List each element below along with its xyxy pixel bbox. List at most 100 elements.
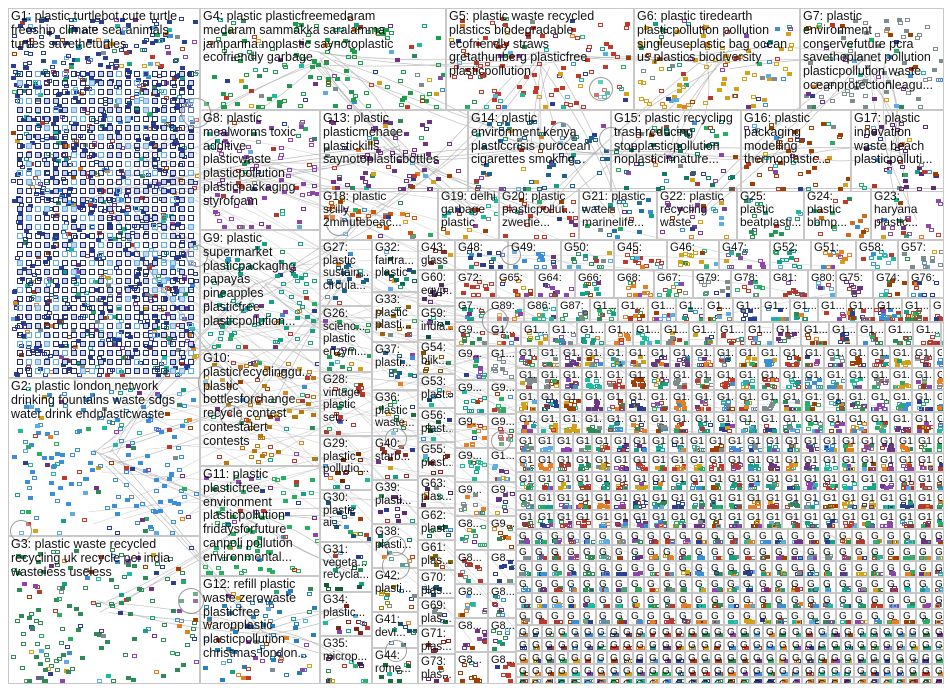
- graph-node: [12, 52, 17, 56]
- graph-node: [161, 152, 167, 158]
- graph-node: [107, 152, 113, 158]
- graph-node: [170, 143, 176, 149]
- graph-node: [143, 71, 149, 77]
- graph-node: [62, 152, 68, 158]
- graph-node: [125, 89, 131, 95]
- graph-node: [116, 98, 122, 104]
- graph-node: [103, 56, 108, 60]
- graph-node: [143, 134, 149, 140]
- graph-node: [35, 116, 41, 122]
- graph-node: [62, 116, 68, 122]
- graph-node: [89, 170, 95, 176]
- graph-node: [17, 98, 23, 104]
- graph-node: [26, 134, 32, 140]
- graph-node: [161, 80, 167, 86]
- graph-node: [71, 107, 77, 113]
- graph-node: [134, 161, 140, 167]
- graph-node: [69, 65, 74, 69]
- graph-node: [62, 98, 68, 104]
- graph-node: [17, 134, 23, 140]
- graph-node: [170, 116, 176, 122]
- graph-node: [152, 80, 158, 86]
- graph-node: [35, 125, 41, 131]
- graph-node: [194, 279, 199, 283]
- graph-node: [44, 134, 50, 140]
- graph-node: [26, 161, 32, 167]
- graph-node: [53, 143, 59, 149]
- graph-node: [125, 170, 131, 176]
- graph-node: [62, 80, 68, 86]
- graph-node: [71, 152, 77, 158]
- graph-node: [150, 55, 155, 59]
- graph-node: [161, 98, 167, 104]
- graph-node: [11, 76, 16, 80]
- graph-node: [53, 152, 59, 158]
- graph-node: [52, 60, 57, 64]
- group-g1: G1: plastic turtlebot cute turtle freesh…: [8, 8, 200, 378]
- graph-node: [17, 80, 23, 86]
- graph-node: [179, 125, 185, 131]
- graph-node: [44, 80, 50, 86]
- graph-node: [152, 89, 158, 95]
- graph-node: [134, 98, 140, 104]
- graph-node: [50, 65, 55, 69]
- graph-node: [26, 125, 32, 131]
- graph-node: [35, 80, 41, 86]
- graph-node: [161, 125, 167, 131]
- graph-node: [26, 116, 32, 122]
- graph-node: [98, 71, 104, 77]
- graph-node: [170, 161, 176, 167]
- graph-node: [26, 98, 32, 104]
- graph-node: [35, 71, 41, 77]
- graph-node: [188, 152, 194, 158]
- graph-node: [179, 161, 185, 167]
- graph-node: [155, 62, 160, 66]
- graph-node: [75, 58, 80, 62]
- graph-node: [98, 134, 104, 140]
- graph-node: [188, 161, 194, 167]
- graph-node: [98, 107, 104, 113]
- graph-node: [26, 152, 32, 158]
- graph-node: [107, 71, 113, 77]
- graph-node: [166, 51, 171, 55]
- graph-node: [134, 80, 140, 86]
- graph-node: [161, 143, 167, 149]
- graph-node: [107, 143, 113, 149]
- graph-node: [179, 152, 185, 158]
- graph-node: [35, 98, 41, 104]
- graph-node: [89, 89, 95, 95]
- graph-node: [35, 134, 41, 140]
- graph-node: [89, 143, 95, 149]
- graph-node: [80, 98, 86, 104]
- graph-node: [96, 52, 101, 56]
- graph-node: [170, 80, 176, 86]
- graph-node: [125, 152, 131, 158]
- graph-node: [152, 71, 158, 77]
- graph-node: [125, 80, 131, 86]
- graph-node: [53, 134, 59, 140]
- graph-node: [17, 107, 23, 113]
- graph-node: [11, 64, 16, 68]
- graph-node: [134, 89, 140, 95]
- graph-node: [143, 80, 149, 86]
- graph-node: [53, 161, 59, 167]
- graph-node: [17, 71, 23, 77]
- graph-node: [114, 59, 119, 63]
- graph-node: [116, 152, 122, 158]
- graph-node: [44, 161, 50, 167]
- graph-node: [89, 134, 95, 140]
- graph-node: [35, 170, 41, 176]
- graph-node: [114, 64, 119, 68]
- graph-node: [152, 116, 158, 122]
- graph-node: [44, 98, 50, 104]
- graph-node: [80, 152, 86, 158]
- graph-node: [44, 71, 50, 77]
- graph-node: [71, 116, 77, 122]
- graph-node: [80, 134, 86, 140]
- graph-node: [143, 116, 149, 122]
- graph-node: [183, 55, 188, 59]
- graph-node: [62, 107, 68, 113]
- graph-node: [134, 71, 140, 77]
- graph-node: [71, 98, 77, 104]
